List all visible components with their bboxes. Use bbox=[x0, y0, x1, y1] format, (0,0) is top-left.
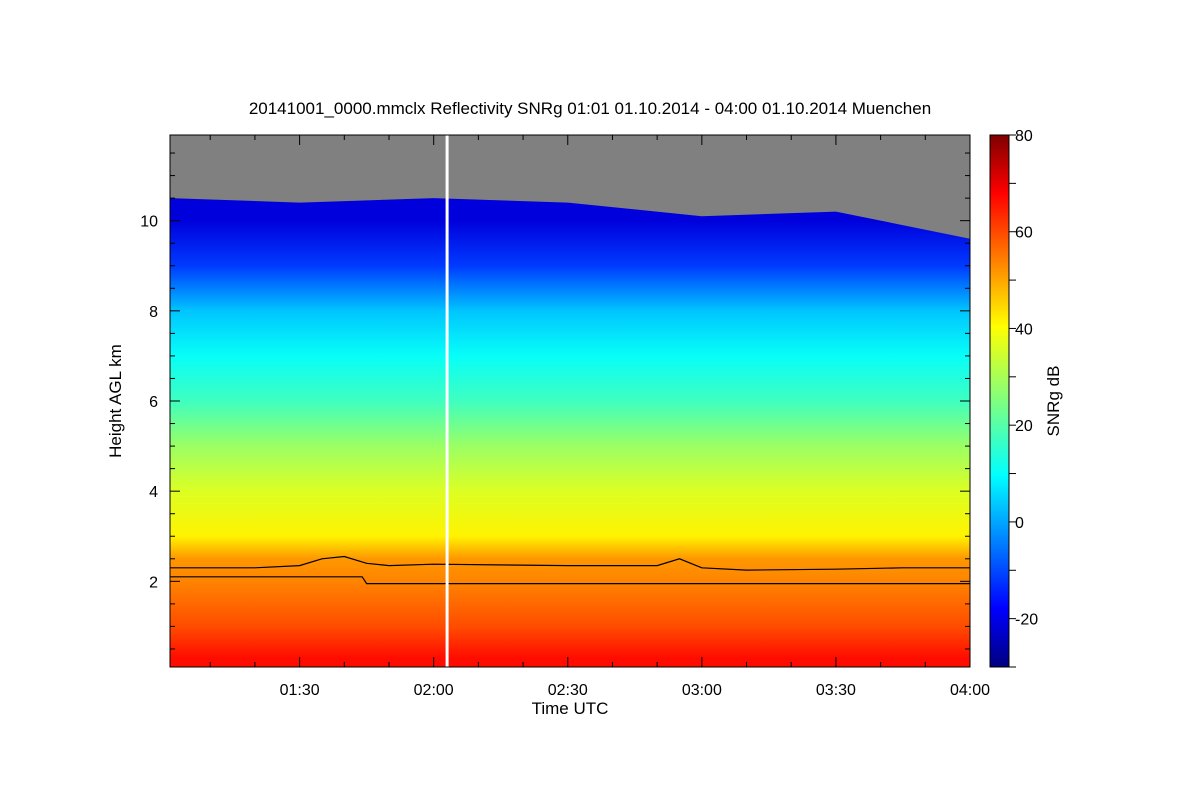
x-axis-label: Time UTC bbox=[532, 699, 609, 718]
colorbar-ticks: -20 0 20 40 60 80 bbox=[1009, 128, 1038, 668]
chart-title: 20141001_0000.mmclx Reflectivity SNRg 01… bbox=[249, 99, 931, 118]
colorbar-tick-label: 60 bbox=[1015, 225, 1033, 242]
y-tick-label: 6 bbox=[149, 394, 158, 411]
x-tick-label: 02:00 bbox=[414, 682, 454, 699]
colorbar-tick-label: 40 bbox=[1015, 321, 1033, 338]
heatmap-field bbox=[170, 135, 970, 667]
plot-area bbox=[170, 135, 970, 667]
y-tick-label: 2 bbox=[149, 574, 158, 591]
y-axis: 2 4 6 8 10 bbox=[140, 152, 970, 650]
x-tick-label: 03:30 bbox=[816, 682, 856, 699]
x-tick-label: 04:00 bbox=[950, 682, 990, 699]
series-layer bbox=[170, 555, 970, 585]
x-axis: 01:30 02:00 02:30 03:00 03:30 04:00 bbox=[209, 135, 990, 699]
series-line-2 bbox=[170, 576, 970, 585]
y-tick-label: 10 bbox=[140, 214, 158, 231]
colorbar-label: SNRg dB bbox=[1044, 366, 1063, 437]
x-tick-label: 03:00 bbox=[682, 682, 722, 699]
colorbar-tick-label: 0 bbox=[1015, 515, 1024, 532]
x-tick-label: 01:30 bbox=[280, 682, 320, 699]
y-axis-label: Height AGL km bbox=[106, 344, 125, 458]
y-tick-label: 8 bbox=[149, 304, 158, 321]
colorbar-tick-label: 80 bbox=[1015, 128, 1033, 145]
x-tick-label: 02:30 bbox=[548, 682, 588, 699]
no-signal-region bbox=[170, 135, 970, 239]
colorbar-tick-label: 20 bbox=[1015, 418, 1033, 435]
series-line-1 bbox=[170, 555, 970, 571]
y-tick-label: 4 bbox=[149, 484, 158, 501]
colorbar: -20 0 20 40 60 80 SNRg dB bbox=[989, 128, 1063, 668]
colorbar-tick-label: -20 bbox=[1015, 612, 1038, 629]
colorbar-gradient bbox=[989, 134, 1010, 668]
